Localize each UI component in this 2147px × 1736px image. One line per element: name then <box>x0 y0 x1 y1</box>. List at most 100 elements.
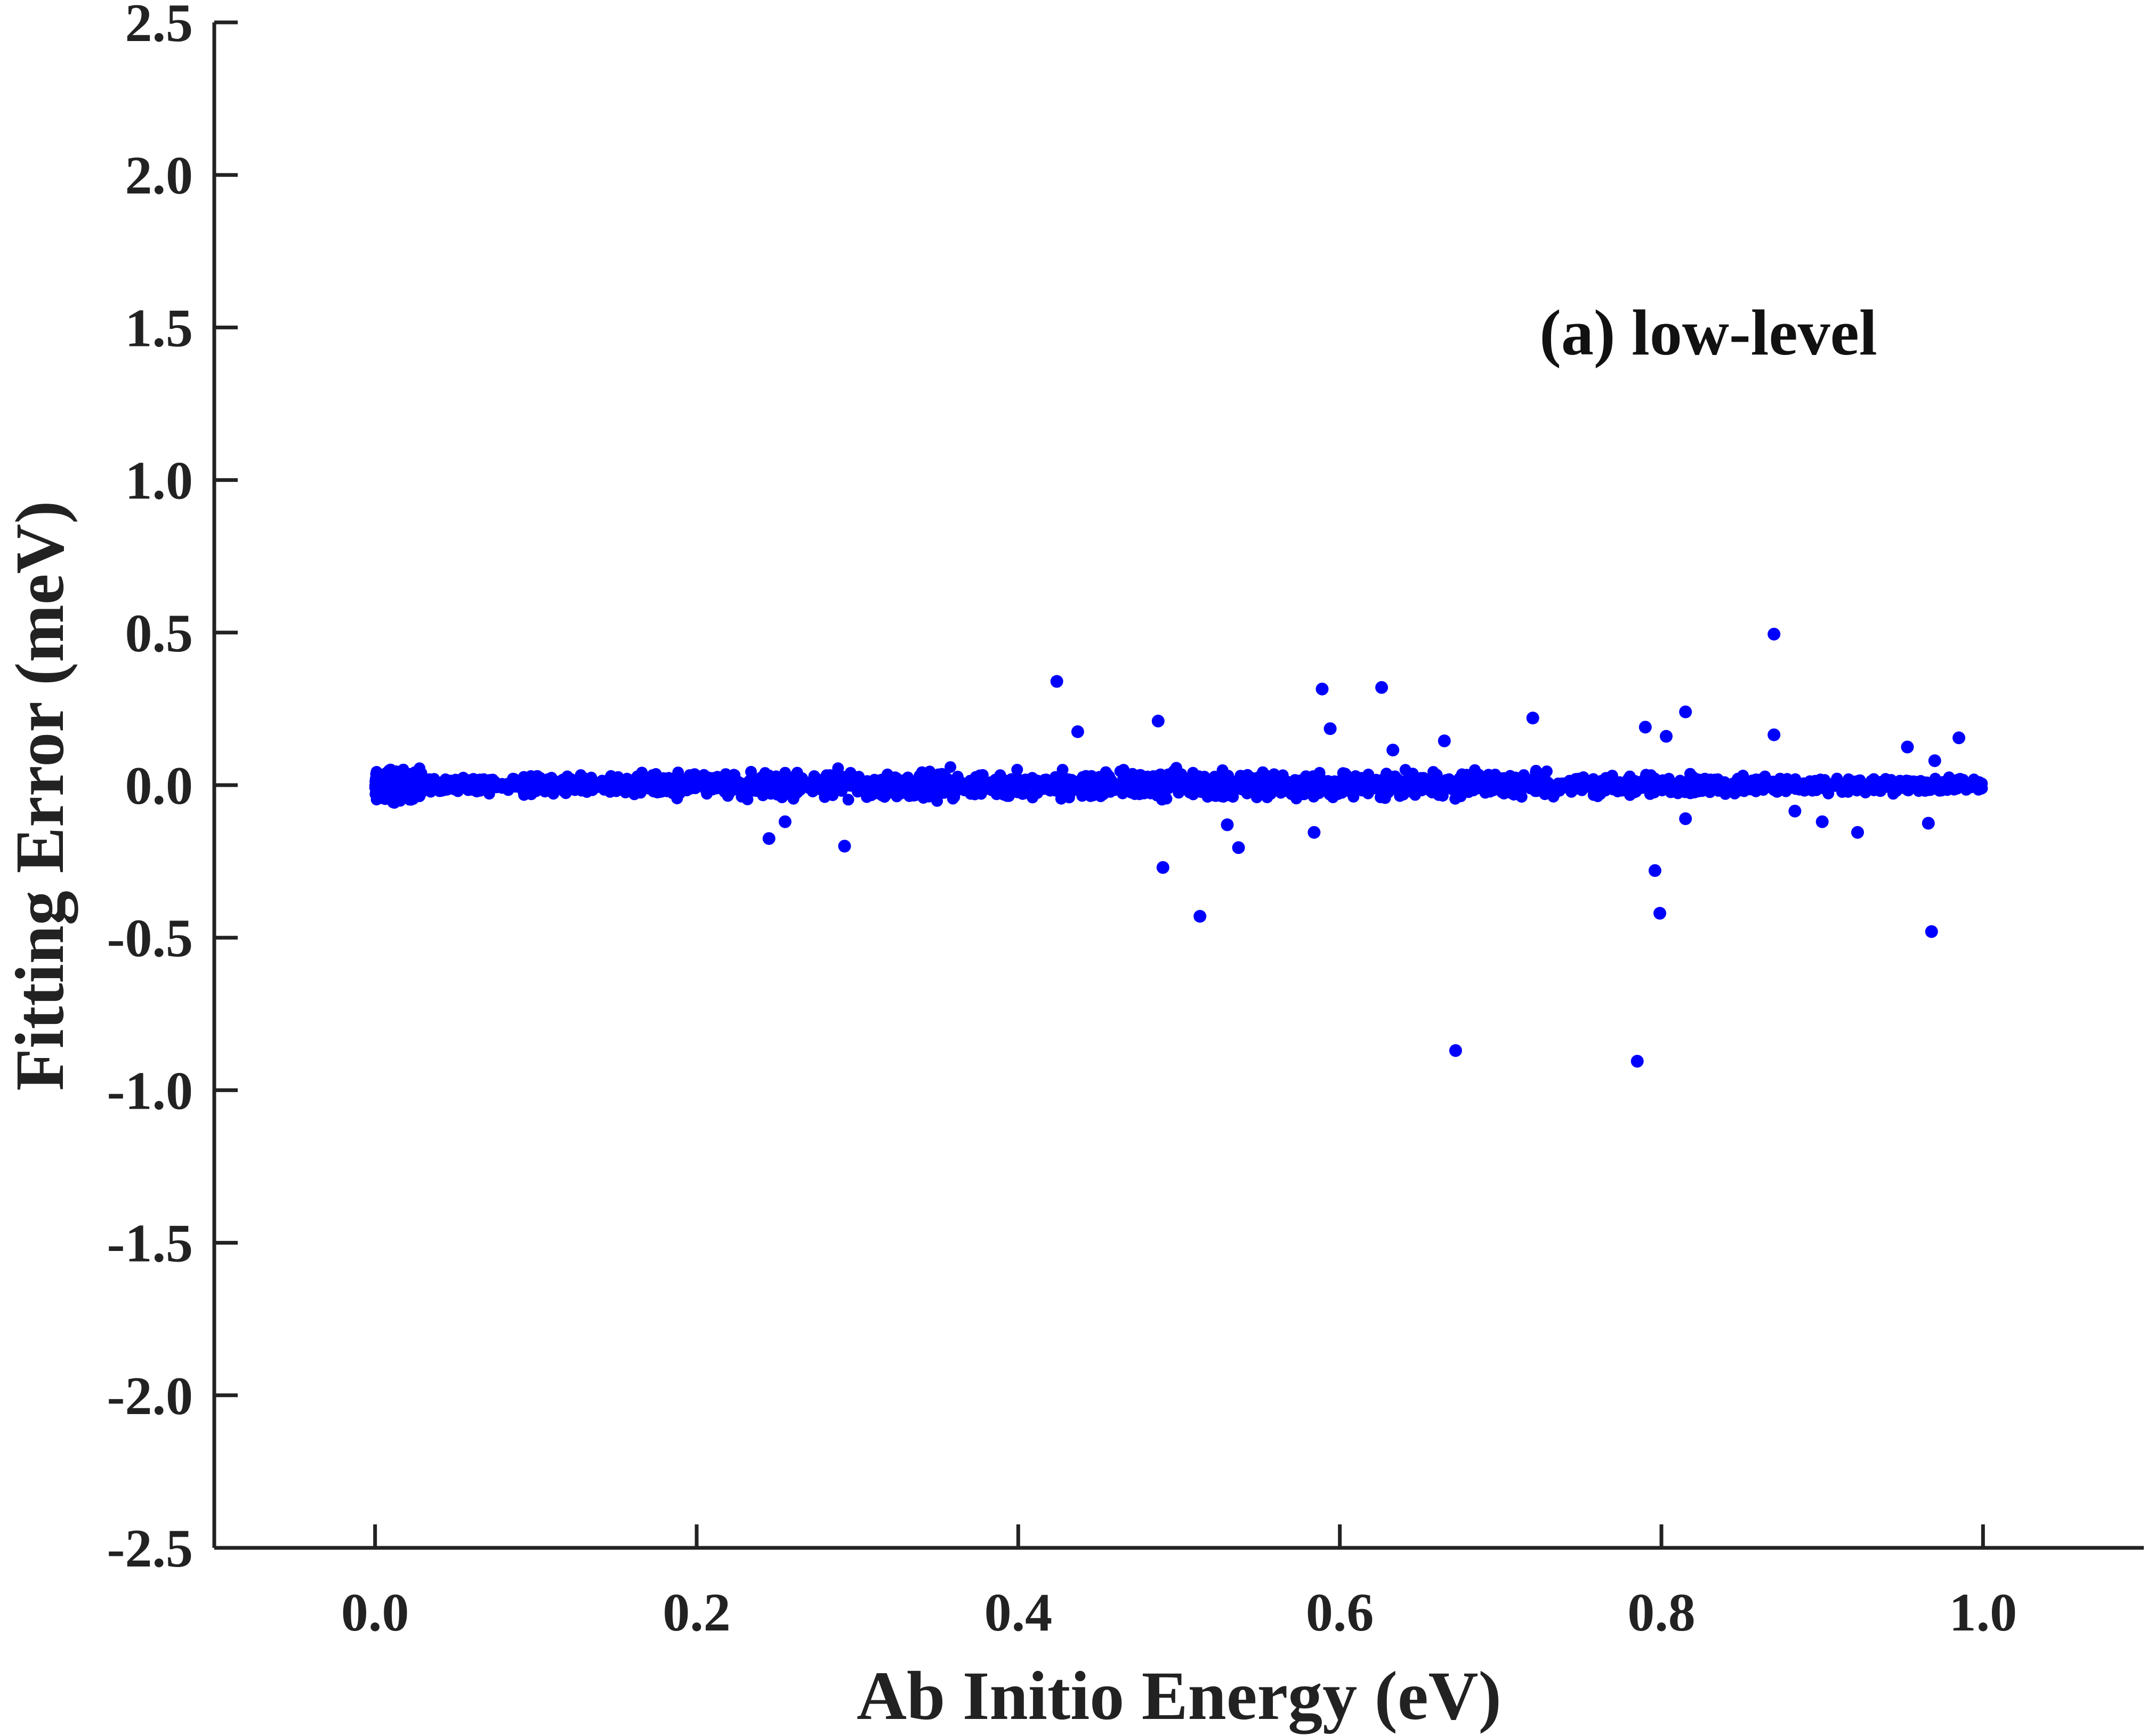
data-point <box>1749 785 1761 797</box>
data-point <box>1399 764 1411 776</box>
y-tick-label: 2.0 <box>125 146 193 206</box>
x-tick-label: 0.8 <box>1627 1582 1696 1643</box>
data-point <box>369 779 381 792</box>
data-point <box>1613 776 1626 788</box>
data-point <box>956 782 968 794</box>
data-point <box>1386 744 1400 757</box>
data-point <box>1250 792 1263 803</box>
y-tick-label: 0.0 <box>125 756 193 816</box>
data-point <box>1928 754 1941 768</box>
data-point <box>1173 778 1185 790</box>
data-point <box>1624 789 1636 801</box>
data-point <box>657 778 668 790</box>
data-point <box>626 781 639 793</box>
data-point <box>1232 841 1245 854</box>
data-point <box>1396 784 1408 796</box>
data-point <box>704 772 716 784</box>
data-point <box>1031 774 1043 787</box>
data-point <box>1684 768 1696 780</box>
data-point <box>447 779 459 792</box>
data-point <box>1076 781 1088 793</box>
data-point <box>1535 773 1547 785</box>
data-point <box>1257 766 1269 778</box>
data-point <box>1301 785 1312 797</box>
data-point <box>1105 784 1118 796</box>
data-point <box>1147 770 1159 782</box>
data-point <box>862 782 874 794</box>
data-point <box>1759 770 1771 782</box>
data-point <box>522 779 535 791</box>
data-point <box>1721 780 1733 792</box>
data-point <box>1209 772 1221 785</box>
data-point <box>1006 775 1019 787</box>
y-axis-ticks: -2.5 -2.0 -1.5 -1.0 -0.5 0.0 0.5 1.0 1.5 2.0 2.5 <box>107 0 238 1579</box>
data-point <box>1767 627 1781 641</box>
data-point <box>1587 780 1600 793</box>
data-point <box>388 781 400 793</box>
data-point <box>1018 781 1030 793</box>
data-point <box>1011 764 1023 776</box>
data-point <box>1143 786 1155 798</box>
data-point <box>1314 781 1326 793</box>
y-tick-label: -1.0 <box>107 1061 193 1121</box>
data-point <box>784 779 796 791</box>
data-point <box>1952 731 1966 745</box>
data-point <box>1377 781 1389 793</box>
data-point <box>1221 818 1234 831</box>
data-point <box>1050 675 1063 688</box>
data-point <box>1935 784 1947 795</box>
data-point <box>1507 784 1519 796</box>
x-tick-label: 0.0 <box>341 1582 409 1643</box>
data-point <box>1435 779 1447 792</box>
data-point <box>1496 786 1508 798</box>
data-point <box>992 776 1004 788</box>
y-tick-label: -1.5 <box>107 1214 193 1274</box>
data-point <box>935 773 947 786</box>
data-point <box>1454 783 1466 795</box>
data-point <box>1639 721 1652 734</box>
data-point <box>1189 774 1201 787</box>
data-point <box>946 778 958 790</box>
data-point <box>483 774 496 787</box>
data-point <box>1295 775 1306 787</box>
data-point <box>1403 774 1416 786</box>
data-point <box>1085 785 1097 797</box>
data-point <box>1831 776 1844 788</box>
data-point <box>1767 728 1781 741</box>
data-point <box>1648 864 1661 877</box>
data-point <box>1323 722 1337 736</box>
data-point <box>569 775 582 787</box>
x-tick-label: 1.0 <box>1949 1582 2017 1643</box>
data-point <box>1271 772 1283 784</box>
x-tick-label: 0.6 <box>1306 1582 1374 1643</box>
data-point <box>1164 770 1176 782</box>
data-point <box>1679 705 1692 718</box>
data-point <box>1187 788 1199 801</box>
data-point <box>690 779 703 791</box>
data-point <box>762 780 774 793</box>
data-point <box>746 779 758 792</box>
data-point <box>1303 774 1315 787</box>
data-point <box>1473 769 1485 781</box>
data-point <box>1353 782 1365 795</box>
data-point <box>836 785 848 797</box>
data-point <box>1201 791 1214 803</box>
data-point <box>1631 1055 1644 1068</box>
data-point <box>1315 682 1329 696</box>
data-point <box>1215 790 1228 802</box>
data-point <box>1526 712 1539 725</box>
data-point <box>1438 734 1451 747</box>
data-point <box>1975 782 1988 795</box>
data-point <box>1193 910 1207 923</box>
data-point <box>1362 787 1374 800</box>
data-point <box>1666 786 1678 798</box>
data-point <box>945 761 957 773</box>
data-points <box>762 627 1966 1068</box>
data-point <box>1765 782 1777 794</box>
data-point <box>1965 781 1977 794</box>
data-point <box>968 779 981 792</box>
data-point <box>1333 782 1344 794</box>
data-point <box>1628 774 1641 787</box>
data-point <box>669 783 681 795</box>
